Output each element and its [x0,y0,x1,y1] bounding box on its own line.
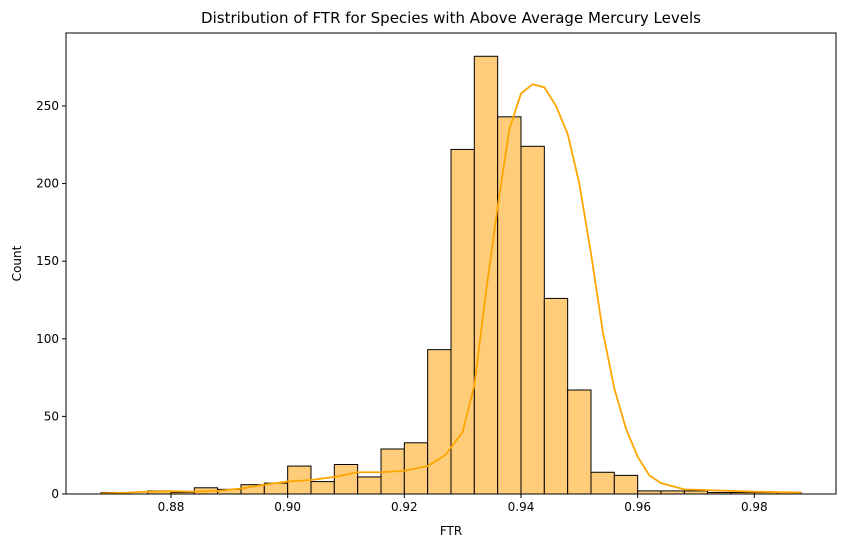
x-axis-label: FTR [440,524,462,538]
histogram-bar [427,349,452,495]
histogram-bar [357,476,382,495]
x-tick-label: 0.96 [624,500,651,514]
histogram-bar [310,481,335,495]
histogram-bar [590,471,615,495]
chart-title: Distribution of FTR for Species with Abo… [201,9,701,27]
y-axis-label: Count [10,245,24,281]
y-tick-label: 0 [51,487,59,501]
y-tick-label: 200 [36,177,59,191]
histogram-bar [497,116,522,495]
y-tick-label: 250 [36,99,59,113]
histogram-bar [613,474,639,495]
y-tick-label: 50 [44,409,59,423]
histogram-bar [520,145,545,495]
histogram-bar [567,389,592,495]
y-axis: 0 50 100 150 200 250 [36,99,66,501]
x-tick-label: 0.98 [741,500,768,514]
y-tick-label: 150 [36,254,59,268]
x-tick-label: 0.92 [391,500,418,514]
histogram-bars [100,55,802,495]
x-axis: 0.88 0.90 0.92 0.94 0.96 0.98 [158,494,768,514]
x-tick-label: 0.94 [508,500,535,514]
histogram-bar [473,55,499,495]
y-tick-label: 100 [36,332,59,346]
x-tick-label: 0.90 [274,500,301,514]
histogram-bar [333,464,359,495]
x-tick-label: 0.88 [158,500,185,514]
plot-frame [65,32,837,495]
histogram-bar [543,297,569,495]
kde-curve [100,83,802,495]
